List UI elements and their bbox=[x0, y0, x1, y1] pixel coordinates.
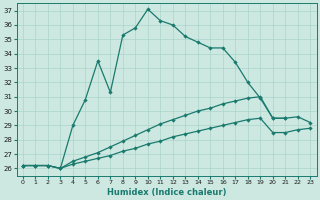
X-axis label: Humidex (Indice chaleur): Humidex (Indice chaleur) bbox=[107, 188, 226, 197]
